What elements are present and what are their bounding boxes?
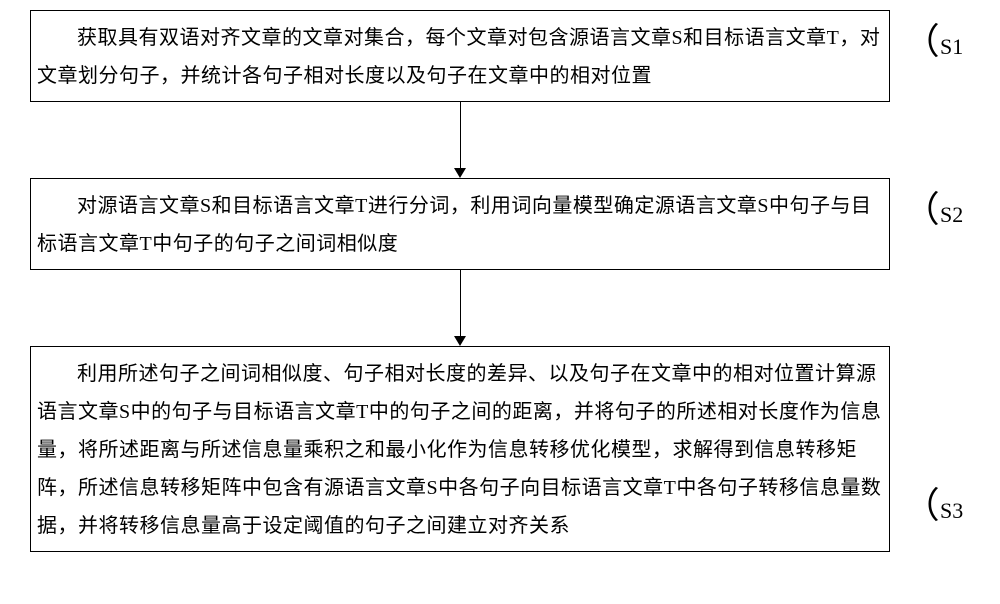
flow-label-s3: S3: [940, 498, 963, 524]
brace-icon: ︶: [902, 486, 938, 522]
flow-node-s2: 对源语言文章S和目标语言文章T进行分词，利用词向量模型确定源语言文章S中句子与目…: [30, 178, 890, 270]
arrow-s1-s2-line: [460, 102, 461, 168]
flow-node-s1-text: 获取具有双语对齐文章的文章对集合，每个文章对包含源语言文章S和目标语言文章T，对…: [31, 11, 889, 101]
flow-label-s2: S2: [940, 202, 963, 228]
brace-icon: ︶: [902, 190, 938, 226]
flow-node-s1: 获取具有双语对齐文章的文章对集合，每个文章对包含源语言文章S和目标语言文章T，对…: [30, 10, 890, 102]
flow-node-s3: 利用所述句子之间词相似度、句子相对长度的差异、以及句子在文章中的相对位置计算源语…: [30, 346, 890, 552]
arrow-down-icon: [454, 336, 466, 346]
arrow-s2-s3-line: [460, 270, 461, 336]
flow-node-s3-text: 利用所述句子之间词相似度、句子相对长度的差异、以及句子在文章中的相对位置计算源语…: [31, 347, 889, 551]
flowchart-canvas: 获取具有双语对齐文章的文章对集合，每个文章对包含源语言文章S和目标语言文章T，对…: [0, 0, 1000, 604]
flow-label-s1: S1: [940, 34, 963, 60]
flow-node-s2-text: 对源语言文章S和目标语言文章T进行分词，利用词向量模型确定源语言文章S中句子与目…: [31, 179, 889, 269]
brace-icon: ︶: [902, 22, 938, 58]
arrow-down-icon: [454, 168, 466, 178]
